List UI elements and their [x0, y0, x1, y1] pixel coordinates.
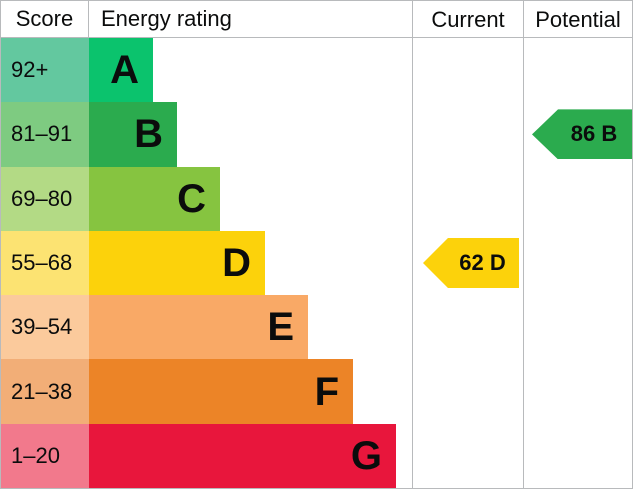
- rating-bar: D: [89, 230, 265, 296]
- rating-bar: G: [89, 423, 396, 488]
- rating-letter: G: [350, 433, 382, 478]
- rating-letter: A: [110, 48, 139, 93]
- rating-letter: D: [222, 240, 251, 285]
- score-cell: 21–38: [1, 359, 89, 424]
- table-row: 39–54 E: [1, 295, 632, 360]
- score-label: 69–80: [11, 185, 73, 211]
- score-label: 55–68: [11, 249, 73, 275]
- rating-bar: B: [89, 102, 177, 167]
- table-row: 92+ A: [1, 38, 632, 103]
- score-cell: 81–91: [1, 102, 89, 167]
- score-label: 92+: [11, 57, 49, 83]
- rating-bar: F: [89, 359, 353, 424]
- score-cell: 55–68: [1, 230, 89, 296]
- rating-letter: E: [267, 305, 294, 350]
- rating-letter: C: [177, 176, 206, 221]
- rating-bar: E: [89, 295, 308, 360]
- header-row: Score Energy rating: [1, 1, 632, 38]
- rating-rows: 92+ A 81–91 B 69–80 C 55–68 D 39–54: [1, 38, 632, 488]
- score-cell: 92+: [1, 38, 89, 103]
- header-energy-rating-label: Energy rating: [101, 6, 232, 31]
- score-label: 21–38: [11, 378, 73, 404]
- table-row: 21–38 F: [1, 359, 632, 424]
- score-cell: 39–54: [1, 295, 89, 360]
- table-row: 81–91 B: [1, 102, 632, 167]
- table-row: 69–80 C: [1, 166, 632, 231]
- score-label: 1–20: [11, 442, 60, 468]
- score-cell: 69–80: [1, 166, 89, 231]
- rating-bar: A: [89, 38, 153, 103]
- header-score-label: Score: [1, 1, 89, 37]
- rating-letter: B: [134, 112, 163, 157]
- score-label: 39–54: [11, 314, 73, 340]
- table-row: 55–68 D: [1, 230, 632, 296]
- score-label: 81–91: [11, 121, 73, 147]
- rating-bar: C: [89, 166, 220, 231]
- score-cell: 1–20: [1, 423, 89, 488]
- rating-letter: F: [314, 369, 339, 414]
- table-row: 1–20 G: [1, 423, 632, 488]
